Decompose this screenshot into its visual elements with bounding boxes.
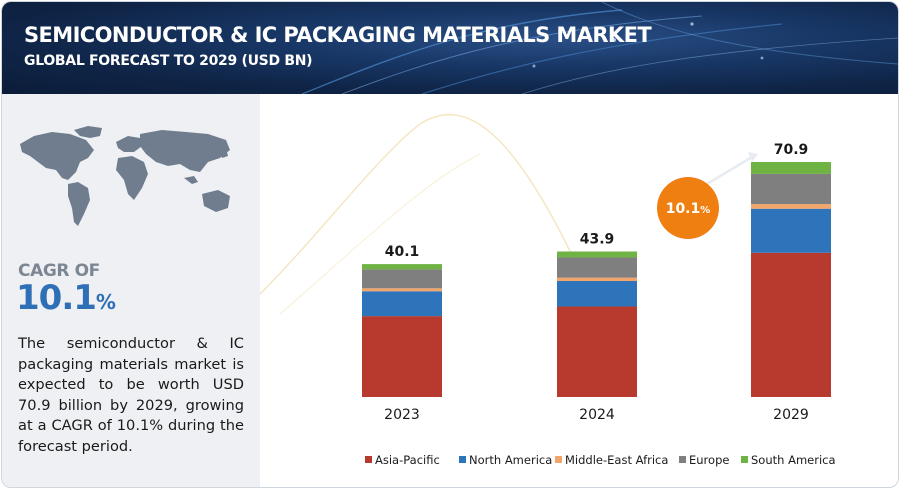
growth-arrow-head xyxy=(748,152,758,162)
legend-swatch-south-america xyxy=(741,456,748,463)
bar-2023-europe xyxy=(362,269,442,289)
legend: Asia-Pacific North America Middle-East Afr… xyxy=(365,453,836,467)
bar-2024-europe xyxy=(557,257,637,278)
header-background-lines xyxy=(301,2,898,94)
legend-label-north-america: North America xyxy=(469,453,552,467)
x-tick-label-2024: 2024 xyxy=(579,407,615,423)
cagr-label: CAGR OF xyxy=(18,261,100,281)
x-tick-label-2029: 2029 xyxy=(773,407,809,423)
bar-2023-north-america xyxy=(362,291,442,317)
bar-2029-europe xyxy=(751,173,831,205)
bar-2029-north-america xyxy=(751,208,831,253)
cagr-callout-label: 10.1% xyxy=(666,201,711,217)
header-banner: SEMICONDUCTOR & IC PACKAGING MATERIALS M… xyxy=(2,2,898,94)
bar-2023-south-america xyxy=(362,264,442,270)
bar-2029-asia-pacific xyxy=(751,252,831,397)
bar-2023-middle-east-africa xyxy=(362,288,442,292)
world-map-image xyxy=(20,126,230,226)
bar-2029-south-america xyxy=(751,162,831,174)
cagr-callout: 10.1% xyxy=(657,177,719,239)
chart-subtitle: GLOBAL FORECAST TO 2029 (USD BN) xyxy=(24,53,313,69)
legend-swatch-europe xyxy=(679,456,686,463)
legend-label-middle-east-africa: Middle-East Africa xyxy=(565,453,668,467)
legend-label-europe: Europe xyxy=(689,453,729,467)
cagr-callout-circle xyxy=(657,177,719,239)
legend-swatch-middle-east-africa xyxy=(555,456,562,463)
chart-title: SEMICONDUCTOR & IC PACKAGING MATERIALS M… xyxy=(24,23,652,47)
legend-swatch-north-america xyxy=(459,456,466,463)
bar-2024-south-america xyxy=(557,251,637,258)
cagr-number: 10.1 xyxy=(16,278,97,318)
total-label-2023: 40.1 xyxy=(385,244,420,260)
total-label-2029: 70.9 xyxy=(774,142,809,158)
bar-2024-asia-pacific xyxy=(557,306,637,397)
market-description: The semiconductor & IC packaging materia… xyxy=(18,335,244,455)
summary-panel: CAGR OF 10.1% The semiconductor & IC pac… xyxy=(2,94,260,487)
chart-area: 40.1 43.9 70.9 2023 2024 2029 10.1% Asia-Pac… xyxy=(260,94,898,487)
bar-2024-north-america xyxy=(557,280,637,307)
cagr-percent-sign: % xyxy=(95,290,116,314)
bar-2029-middle-east-africa xyxy=(751,204,831,209)
bar-2023-asia-pacific xyxy=(362,316,442,397)
bar-2024-middle-east-africa xyxy=(557,277,637,281)
decorative-curve xyxy=(260,113,591,295)
legend-label-south-america: South America xyxy=(751,453,836,467)
total-label-2024: 43.9 xyxy=(580,231,615,247)
legend-swatch-asia-pacific xyxy=(365,456,372,463)
stacked-bar-chart: 40.1 43.9 70.9 2023 2024 2029 10.1% Asia-Pac… xyxy=(260,113,836,467)
legend-label-asia-pacific: Asia-Pacific xyxy=(375,453,440,467)
x-tick-label-2023: 2023 xyxy=(384,407,420,423)
cagr-value: 10.1% xyxy=(16,278,116,318)
decorative-curve-2 xyxy=(279,153,481,315)
